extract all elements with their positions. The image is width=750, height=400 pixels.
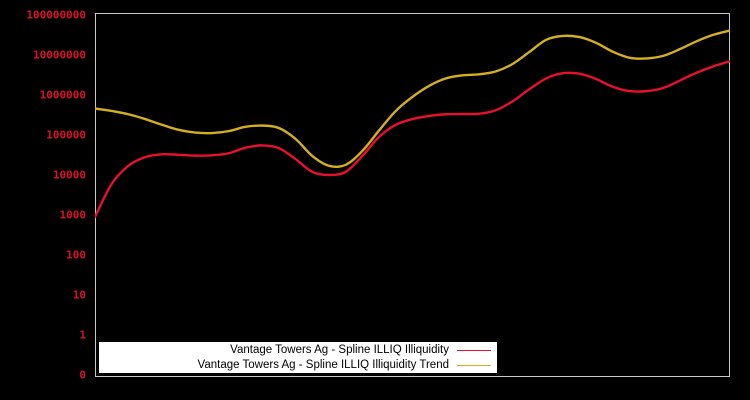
series-lines: [95, 29, 730, 219]
line-series-trend: [95, 29, 730, 168]
line-series-illiquidity: [95, 60, 730, 219]
y-axis-tick-100000: 100000: [46, 128, 86, 142]
legend-item-illiquidity[interactable]: Vantage Towers Ag - Spline ILLIQ Illiqui…: [99, 343, 497, 358]
legend-color-swatch: [457, 364, 491, 366]
plot-area-frame: [95, 13, 730, 377]
y-axis-tick-10: 10: [72, 288, 86, 302]
y-axis-tick-labels: 100000000 10000000 1000000 100000 10000 1000 1…: [0, 0, 92, 400]
legend-item-label: Vantage Towers Ag - Spline ILLIQ Illiqui…: [197, 359, 449, 371]
y-axis-tick-100000000: 100000000: [26, 8, 86, 22]
y-axis-tick-0: 0: [79, 368, 86, 382]
y-axis-tick-1: 1: [79, 328, 86, 342]
legend-color-swatch: [457, 349, 491, 351]
y-axis-tick-10000: 10000: [52, 168, 86, 182]
legend-item-label: Vantage Towers Ag - Spline ILLIQ Illiqui…: [230, 344, 449, 356]
y-axis-tick-1000000: 1000000: [39, 88, 86, 102]
y-axis-tick-1000: 1000: [59, 208, 87, 222]
legend-item-illiquidity-trend[interactable]: Vantage Towers Ag - Spline ILLIQ Illiqui…: [99, 358, 497, 373]
y-axis-tick-100: 100: [66, 248, 86, 262]
chart-legend[interactable]: Vantage Towers Ag - Spline ILLIQ Illiqui…: [98, 341, 498, 374]
y-axis-tick-10000000: 10000000: [33, 48, 86, 62]
